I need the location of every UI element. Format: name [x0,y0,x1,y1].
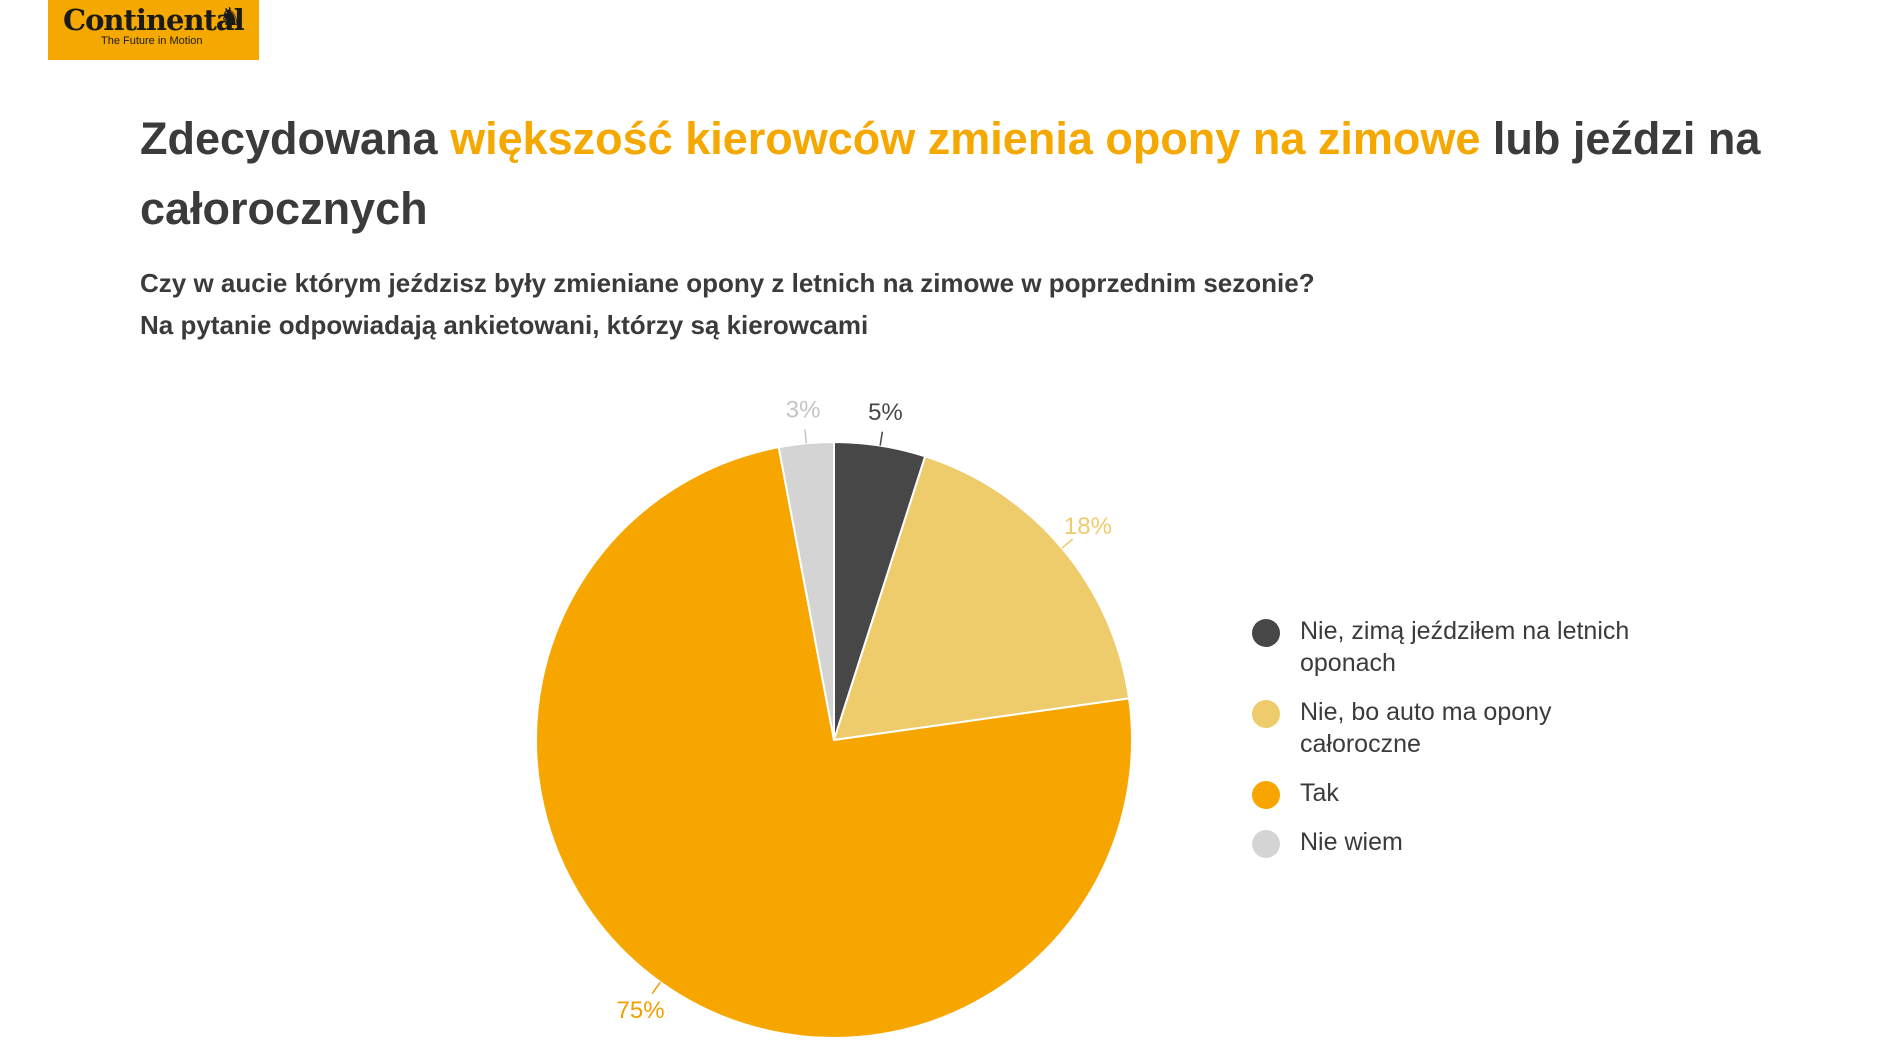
legend-item-1: Nie, bo auto ma opony całoroczne [1252,696,1672,760]
legend-swatch-1 [1252,700,1280,728]
page-title: Zdecydowana większość kierowców zmienia … [140,104,1780,244]
legend-swatch-0 [1252,619,1280,647]
logo-wordmark: Continental [63,3,245,37]
pie-slice-2 [535,446,1134,1039]
title-part-2: lub jeździ na całorocznych [140,113,1761,234]
leader-line-1 [1061,538,1074,549]
legend-item-2: Tak [1252,777,1672,809]
data-label-2: 75% [617,997,665,1024]
continental-logo: Continental ♞ The Future in Motion [48,0,259,60]
data-label-3: 3% [786,396,821,423]
leader-line-3 [804,429,807,444]
title-part-1: Zdecydowana [140,113,451,164]
legend-label-3: Nie wiem [1300,828,1403,856]
legend-label-0: Nie, zimą jeździłem na letnich oponach [1300,617,1630,677]
data-label-1: 18% [1064,513,1112,540]
survey-note: Na pytanie odpowiadają ankietowani, któr… [140,310,869,340]
chart-subtitle: Czy w aucie którym jeździsz były zmienia… [140,262,1315,346]
pie-slice-3 [777,440,835,741]
horse-icon: ♞ [219,3,242,31]
chart-legend: Nie, zimą jeździłem na letnich oponach Ni… [1252,615,1672,875]
legend-item-0: Nie, zimą jeździłem na letnich oponach [1252,615,1672,679]
legend-label-1: Nie, bo auto ma opony całoroczne [1300,698,1552,758]
leader-line-0 [879,431,884,446]
survey-question: Czy w aucie którym jeździsz były zmienia… [140,268,1315,298]
data-label-0: 5% [868,399,903,426]
legend-swatch-3 [1252,830,1280,858]
legend-label-2: Tak [1300,779,1339,807]
legend-swatch-2 [1252,781,1280,809]
title-highlight: większość kierowców zmienia opony na zim… [450,113,1481,164]
logo-tagline: The Future in Motion [101,35,203,47]
legend-item-3: Nie wiem [1252,826,1672,858]
leader-line-2 [651,981,661,994]
